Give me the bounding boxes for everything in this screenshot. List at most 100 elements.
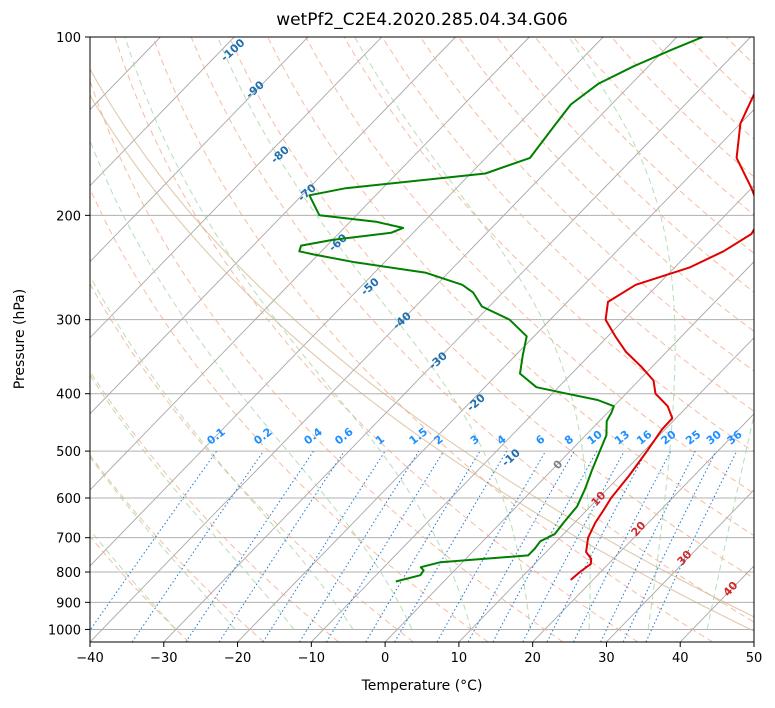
reference-curve (90, 94, 754, 632)
mixing-ratio-line (645, 450, 738, 642)
mixing-ratio-line (546, 450, 647, 642)
isotherm-gridline (90, 37, 309, 263)
mixing-ratio-label: 30 (704, 428, 724, 448)
dry-adiabat-label: -70 (295, 181, 319, 204)
moist-adiabat (90, 456, 236, 630)
plot-frame (89, 36, 755, 643)
mixing-ratio-line (131, 450, 264, 642)
dry-adiabat (90, 282, 414, 642)
isotherm-gridline (0, 37, 13, 642)
x-tick-label: 0 (381, 651, 389, 666)
isotherm-gridline (90, 37, 604, 567)
dry-adiabat (725, 37, 754, 65)
x-tick-label: 50 (746, 651, 763, 666)
moist-adiabat (568, 37, 676, 630)
dry-adiabat (90, 370, 339, 642)
y-tick-label: 300 (56, 314, 81, 329)
dry-adiabat (496, 37, 754, 293)
y-axis: 100 200 300 400 500 600 700 800 900 1000 (48, 31, 90, 638)
mixing-ratio-line (262, 450, 386, 642)
dry-adiabat (305, 37, 754, 495)
isotherm-gridline (90, 37, 161, 111)
mixing-ratio-line (185, 450, 315, 642)
dry-adiabat (611, 37, 754, 178)
isotherm-gridline (606, 489, 754, 642)
moist-adiabat (90, 275, 354, 630)
mixing-ratio-line (492, 450, 598, 642)
isotherm-gridline (384, 261, 754, 642)
moist-adiabat (217, 37, 531, 630)
y-tick-label: 700 (56, 532, 81, 547)
mixing-ratio-label: 6 (533, 432, 547, 447)
x-tick-label: −30 (150, 651, 177, 666)
mixing-ratio-label: 1.5 (407, 425, 430, 447)
x-tick-label: −40 (76, 651, 103, 666)
mixing-ratio-line (622, 450, 717, 642)
dry-adiabat (90, 79, 564, 642)
contour-labels: 0.1 0.2 0.4 0.6 1 1.5 2 3 4 6 8 10 13 16 20 25 30 36-100-… (204, 36, 744, 599)
moist-adiabat (354, 37, 591, 630)
mixing-ratio-label: 8 (562, 433, 576, 448)
dry-adiabat-label: -100 (218, 36, 247, 64)
mixing-ratio-label: 36 (725, 428, 745, 448)
x-tick-label: 30 (598, 651, 615, 666)
mixing-ratio-line (467, 450, 575, 642)
moist-adiabat-label: 30 (675, 548, 695, 568)
x-tick-label: 10 (451, 651, 468, 666)
y-tick-label: 200 (56, 209, 81, 224)
y-tick-label: 100 (56, 31, 81, 46)
moist-adiabat-label: 40 (721, 579, 741, 599)
sounding-profiles (298, 37, 754, 583)
mixing-ratio-line (218, 450, 345, 642)
dry-adiabat (90, 454, 265, 642)
mixing-ratio-label: 1 (373, 433, 387, 448)
chart-title: wetPf2_C2E4.2020.285.04.34.G06 (276, 10, 568, 30)
moist-adiabat (90, 139, 413, 630)
mixing-ratio-line (365, 450, 481, 642)
dry-adiabat (343, 37, 754, 453)
y-tick-label: 400 (56, 388, 81, 403)
isotherm-gridline (90, 37, 530, 491)
mixing-ratio-label: 0.6 (332, 425, 356, 447)
isotherm-gridline (532, 413, 754, 642)
y-tick-label: 500 (56, 445, 81, 460)
mixing-ratio-line (600, 450, 696, 642)
background-lines (0, 37, 775, 642)
x-tick-label: 20 (524, 651, 541, 666)
x-tick-label: 40 (672, 651, 689, 666)
dry-adiabat (764, 37, 775, 642)
mixing-ratio-label: 3 (468, 433, 482, 448)
isotherm-gridline (90, 37, 235, 187)
dry-adiabat-label: -20 (464, 391, 488, 414)
dry-adiabat-label: -30 (426, 349, 450, 372)
isotherm-gridline (311, 184, 754, 642)
y-tick-label: 900 (56, 596, 81, 611)
y-tick-label: 600 (56, 492, 81, 507)
mixing-ratio-line (394, 450, 508, 642)
dry-adiabat-label: -80 (268, 143, 292, 166)
temperature-profile (570, 93, 754, 581)
dry-adiabat (190, 37, 754, 623)
isotherm-gridline (0, 37, 87, 642)
mixing-ratio-line (436, 450, 547, 642)
dry-adiabat (228, 37, 754, 580)
dry-adiabat (687, 37, 754, 103)
isotherm-gridline (90, 37, 456, 415)
y-tick-label: 800 (56, 566, 81, 581)
dry-adiabat (572, 37, 754, 216)
mixing-ratio-line (325, 450, 445, 642)
isotherm-gridline (90, 37, 383, 339)
dry-adiabat-label: -90 (243, 78, 267, 101)
dry-adiabat (649, 37, 754, 140)
reference-curve (90, 67, 754, 618)
dry-adiabat (114, 37, 639, 642)
mixing-ratio-line (573, 450, 672, 642)
mixing-ratio-label: 0.2 (251, 425, 274, 447)
dry-adiabat (90, 187, 489, 642)
moist-adiabat (706, 413, 754, 630)
isotherm-gridline (753, 641, 754, 642)
dry-adiabat (458, 37, 754, 332)
y-tick-label: 1000 (48, 623, 81, 638)
